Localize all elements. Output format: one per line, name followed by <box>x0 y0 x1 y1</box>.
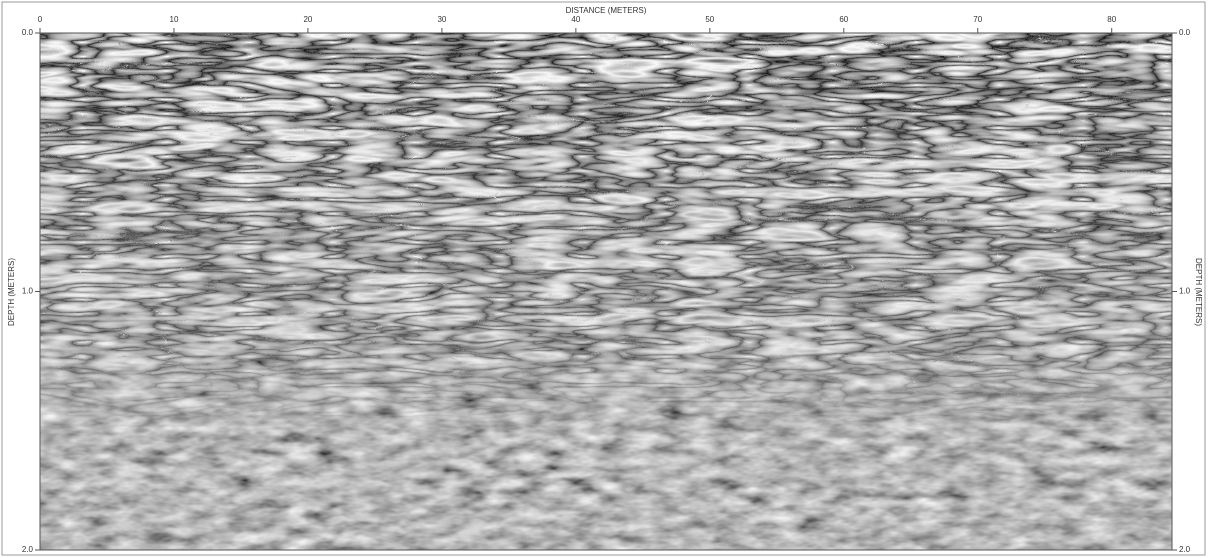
y2-axis-label: DEPTH (METERS) <box>1194 258 1203 326</box>
x-tick-label: 30 <box>437 15 446 24</box>
x-axis-label: DISTANCE (METERS) <box>566 6 647 15</box>
x-tick-label: 10 <box>170 15 179 24</box>
chart: DISTANCE (METERS) DEPTH (METERS) DEPTH (… <box>0 0 1208 558</box>
y2-tick-label: 0.0 <box>1179 28 1191 37</box>
x-tick-label: 60 <box>839 15 848 24</box>
y-axis-label: DEPTH (METERS) <box>7 258 16 326</box>
x-tick-label: 70 <box>973 15 982 24</box>
y2-tick-label: 2.0 <box>1179 545 1191 554</box>
x-tick-label: 40 <box>571 15 580 24</box>
radar-reflections <box>40 33 1172 550</box>
x-tick-label: 80 <box>1107 15 1116 24</box>
x-tick-label: 0 <box>38 15 43 24</box>
y-tick-label: 0.0 <box>22 28 34 37</box>
y-tick-label: 1.0 <box>22 287 34 296</box>
y-tick-label: 2.0 <box>22 545 34 554</box>
x-tick-label: 50 <box>705 15 714 24</box>
x-tick-label: 20 <box>303 15 312 24</box>
page: DISTANCE (METERS) DEPTH (METERS) DEPTH (… <box>0 0 1208 558</box>
y2-tick-label: 1.0 <box>1179 287 1191 296</box>
